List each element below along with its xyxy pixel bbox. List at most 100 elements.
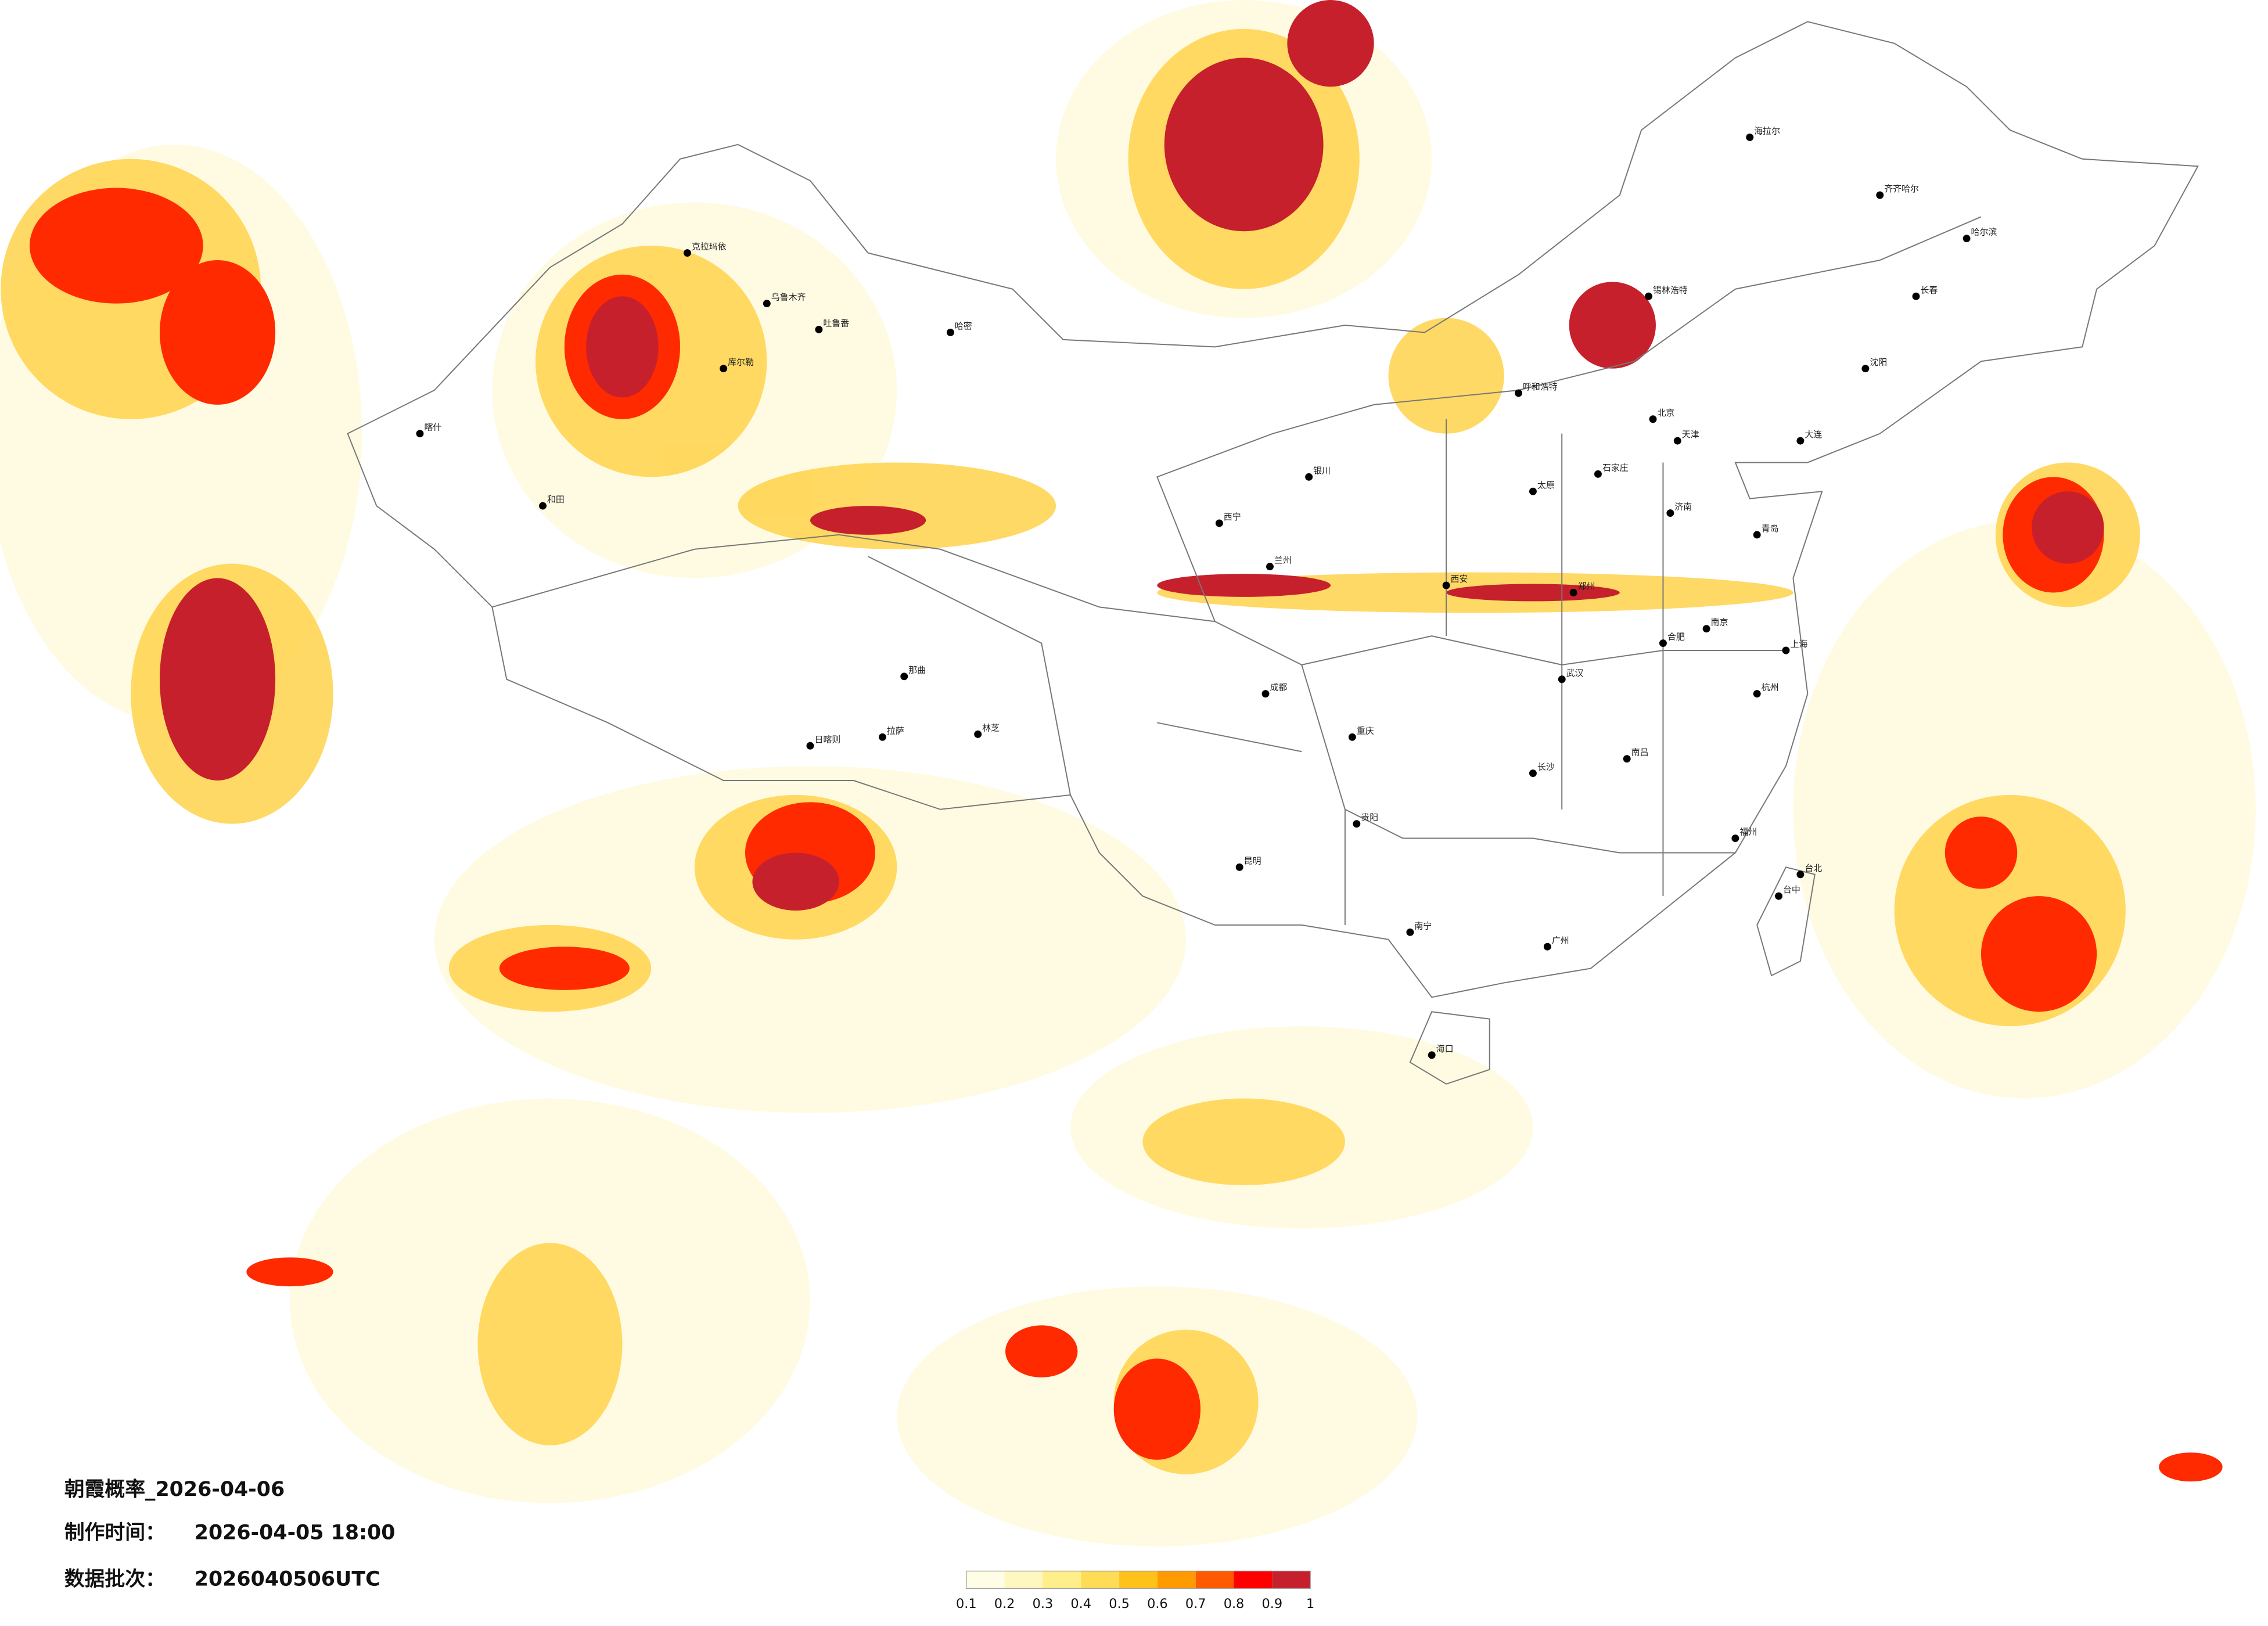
city-label: 郑州 bbox=[1578, 581, 1595, 591]
city-label: 拉萨 bbox=[887, 725, 904, 736]
city-dot bbox=[763, 300, 771, 308]
title: 朝霞概率_2026-04-06 bbox=[64, 1478, 285, 1501]
city-label: 林芝 bbox=[982, 722, 1000, 733]
city-dot bbox=[974, 730, 982, 738]
city-label: 合肥 bbox=[1667, 632, 1685, 642]
city-dot bbox=[878, 733, 886, 741]
city-dot bbox=[1406, 928, 1414, 936]
city-label: 海拉尔 bbox=[1754, 125, 1780, 136]
made-label: 制作时间： bbox=[64, 1521, 166, 1545]
city-dot bbox=[1796, 437, 1805, 445]
city-dot bbox=[1912, 292, 1920, 300]
city-label: 台中 bbox=[1783, 884, 1800, 895]
city-label: 武汉 bbox=[1566, 668, 1584, 678]
city-label: 成都 bbox=[1270, 682, 1287, 693]
city-dot bbox=[1876, 191, 1884, 199]
city-dot bbox=[1659, 639, 1667, 647]
city-label: 哈尔滨 bbox=[1971, 227, 1997, 238]
city-dot bbox=[1623, 755, 1631, 763]
colorbar-swatch bbox=[1043, 1571, 1081, 1589]
city-label: 呼和浩特 bbox=[1523, 382, 1558, 392]
colorbar-swatch bbox=[1004, 1571, 1043, 1589]
colorbar-swatch bbox=[1195, 1571, 1234, 1589]
city-dot bbox=[1515, 389, 1523, 397]
colorbar-tick-label: 0.5 bbox=[1109, 1596, 1130, 1611]
city-label: 石家庄 bbox=[1602, 462, 1629, 473]
city-label: 广州 bbox=[1552, 935, 1569, 945]
city-dot bbox=[1963, 235, 1971, 243]
city-dot bbox=[1753, 690, 1761, 698]
city-label: 日喀则 bbox=[814, 734, 840, 744]
colorbar-swatch bbox=[1272, 1571, 1311, 1589]
colorbar-swatch bbox=[1234, 1571, 1273, 1589]
city-label: 天津 bbox=[1682, 429, 1699, 440]
city-label: 南京 bbox=[1711, 617, 1728, 628]
city-label: 福州 bbox=[1739, 827, 1757, 837]
city-dot bbox=[1746, 133, 1754, 141]
probability-field bbox=[0, 0, 2256, 1547]
colorbar-tick-label: 0.3 bbox=[1033, 1596, 1054, 1611]
city-label: 重庆 bbox=[1357, 725, 1374, 736]
city-dot bbox=[1569, 588, 1577, 596]
city-label: 南昌 bbox=[1631, 747, 1649, 758]
city-label: 乌鲁木齐 bbox=[771, 292, 806, 303]
city-dot bbox=[815, 325, 823, 333]
city-dot bbox=[416, 430, 424, 438]
city-label: 南宁 bbox=[1414, 920, 1432, 931]
city-label: 库尔勒 bbox=[728, 357, 754, 368]
city-dot bbox=[900, 672, 908, 681]
city-label: 哈密 bbox=[955, 321, 972, 331]
city-label: 银川 bbox=[1313, 465, 1331, 476]
city-dot bbox=[806, 742, 814, 750]
colorbar-tick-label: 0.1 bbox=[956, 1596, 977, 1611]
city-dot bbox=[1266, 563, 1274, 571]
city-dot bbox=[1529, 487, 1537, 495]
city-dot bbox=[1529, 769, 1537, 778]
city-dot bbox=[1753, 531, 1761, 539]
batch: 2026040506UTC bbox=[195, 1567, 380, 1591]
city-label: 西安 bbox=[1451, 574, 1468, 584]
city-label: 喀什 bbox=[424, 422, 441, 433]
city-dot bbox=[1861, 365, 1870, 373]
colorbar-swatch bbox=[1157, 1571, 1196, 1589]
colorbar-swatch bbox=[966, 1571, 1005, 1589]
city-dot bbox=[1782, 646, 1790, 654]
city-label: 齐齐哈尔 bbox=[1884, 184, 1919, 194]
city-label: 吐鲁番 bbox=[823, 318, 849, 329]
colorbar: 0.1 0.2 0.3 0.4 0.5 0.6 0.7 0.8 0.9 1 bbox=[956, 1570, 1314, 1611]
colorbar-frame bbox=[966, 1570, 1311, 1589]
city-dot bbox=[683, 249, 691, 257]
city-label: 北京 bbox=[1657, 408, 1674, 418]
city-dot bbox=[1645, 292, 1653, 300]
city-label: 上海 bbox=[1790, 639, 1807, 649]
city-dot bbox=[1649, 415, 1657, 423]
city-label: 青岛 bbox=[1762, 523, 1779, 534]
city-dot bbox=[1428, 1051, 1436, 1059]
city-dot bbox=[1558, 675, 1566, 684]
made-time: 2026-04-05 18:00 bbox=[195, 1521, 396, 1545]
city-dot bbox=[1594, 470, 1602, 478]
city-dot bbox=[1673, 437, 1681, 445]
city-dot bbox=[720, 365, 728, 373]
city-label: 台北 bbox=[1805, 863, 1822, 873]
city-dot bbox=[1215, 519, 1223, 527]
city-label: 昆明 bbox=[1244, 855, 1261, 866]
city-dot bbox=[539, 502, 547, 510]
city-label: 西宁 bbox=[1224, 512, 1241, 522]
batch-label: 数据批次： bbox=[64, 1567, 166, 1591]
city-label: 和田 bbox=[547, 494, 565, 505]
colorbar-swatch bbox=[1119, 1571, 1158, 1589]
colorbar-tick-label: 1 bbox=[1306, 1596, 1314, 1611]
city-label: 长春 bbox=[1920, 285, 1938, 295]
city-dot bbox=[1442, 581, 1450, 589]
city-dot bbox=[1543, 942, 1551, 951]
city-dot bbox=[1305, 473, 1313, 481]
city-dot bbox=[1666, 509, 1674, 517]
city-label: 克拉玛依 bbox=[692, 242, 727, 252]
city-label: 锡林浩特 bbox=[1653, 285, 1688, 295]
city-label: 长沙 bbox=[1537, 762, 1555, 772]
city-dot bbox=[1731, 834, 1739, 843]
colorbar-tick-label: 0.2 bbox=[994, 1596, 1015, 1611]
